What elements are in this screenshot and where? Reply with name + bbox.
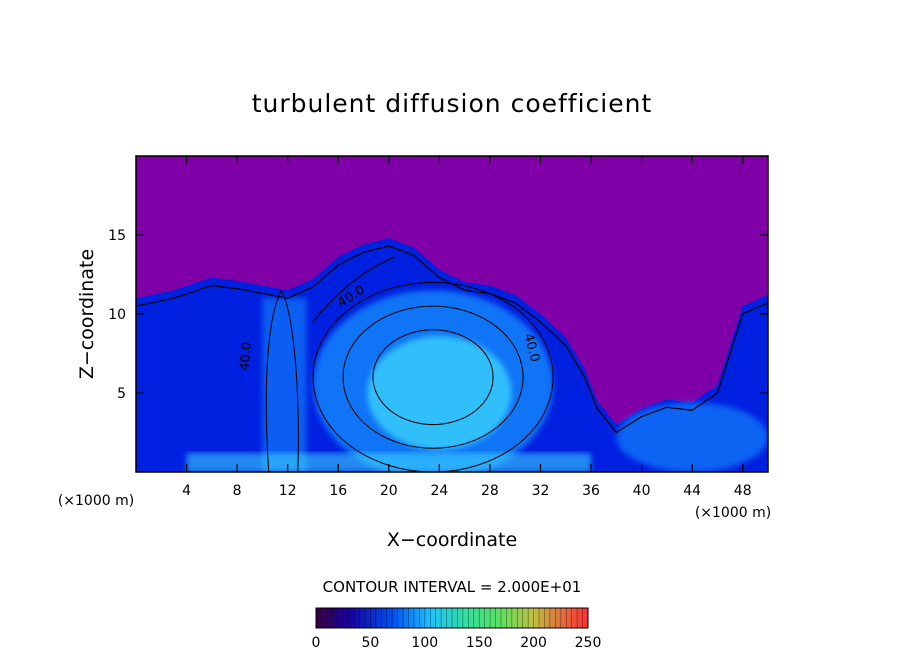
y-tick-label: 5	[117, 386, 126, 402]
y-tick-label: 15	[108, 228, 126, 244]
x-tick-label: 44	[683, 483, 701, 499]
x-tick-label: 32	[532, 483, 550, 499]
x-tick-label: 4	[182, 483, 191, 499]
x-tick-label: 16	[329, 483, 347, 499]
x-tick-label: 36	[582, 483, 600, 499]
contour-line	[342, 305, 524, 449]
vortex-core	[367, 336, 512, 450]
colorbar: 0 50 100 150 200 250	[312, 607, 602, 651]
y-axis-label: Z−coordinate	[76, 249, 98, 379]
x-tick-label: 24	[430, 483, 448, 499]
colorbar-tick-label: 0	[312, 635, 321, 651]
y-ticks: 5 10 15	[108, 228, 768, 402]
contour-interval-text: CONTOUR INTERVAL = 2.000E+01	[323, 578, 582, 596]
x-unit-left: (×1000 m)	[58, 493, 134, 509]
x-unit-right: (×1000 m)	[695, 505, 771, 521]
colorbar-tick-label: 100	[411, 635, 438, 651]
x-tick-label: 48	[734, 483, 752, 499]
contour-lines	[136, 245, 768, 472]
colorbar-ticks: 0 50 100 150 200 250	[312, 635, 602, 651]
chart-title: turbulent diffusion coefficient	[252, 89, 653, 118]
colorbar-frame	[315, 607, 589, 629]
x-tick-label: 28	[481, 483, 499, 499]
contour-line	[265, 289, 299, 472]
colorbar-tick-label: 50	[361, 635, 379, 651]
colorbar-tick-label: 200	[520, 635, 547, 651]
contour-line	[136, 245, 768, 434]
contour-label: 40.0	[238, 341, 255, 371]
x-axis-label: X−coordinate	[387, 529, 517, 551]
right-turbulence	[616, 402, 768, 472]
plume-region	[262, 298, 307, 472]
x-tick-label: 40	[633, 483, 651, 499]
y-tick-label: 10	[108, 307, 126, 323]
contour-line	[312, 281, 554, 472]
x-tick-label: 12	[279, 483, 297, 499]
x-tick-label: 8	[233, 483, 242, 499]
contour-label: 40.0	[520, 332, 542, 364]
contour-line	[312, 256, 396, 323]
contour-line	[372, 329, 494, 426]
colorbar-tick-label: 150	[466, 635, 493, 651]
plot-area	[136, 156, 768, 472]
x-tick-label: 20	[380, 483, 398, 499]
x-ticks: 4 8 12 16 20 24 28 32 36 40 44 48	[182, 156, 752, 499]
colorbar-tick-label: 250	[575, 635, 602, 651]
colorbar-stripes	[321, 608, 583, 628]
